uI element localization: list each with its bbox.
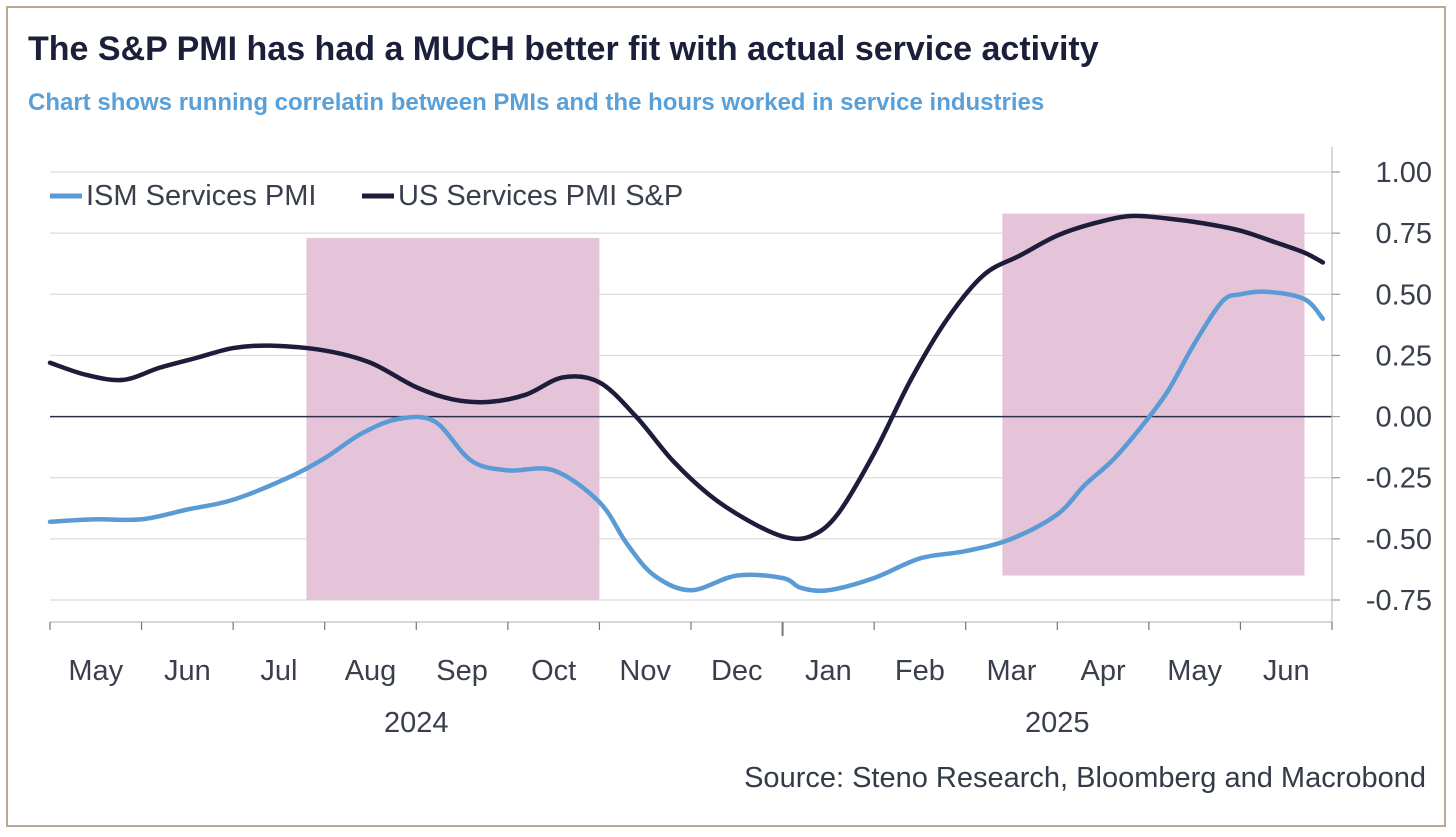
x-tick-label: Mar bbox=[987, 655, 1037, 687]
x-year-label: 2024 bbox=[384, 707, 449, 739]
x-tick-label: Jun bbox=[1263, 655, 1310, 687]
legend-label-sp: US Services PMI S&P bbox=[398, 180, 683, 212]
chart-source: Source: Steno Research, Bloomberg and Ma… bbox=[744, 762, 1426, 794]
x-tick-label: Nov bbox=[619, 655, 671, 687]
x-tick-label: Oct bbox=[531, 655, 576, 687]
shaded-region bbox=[306, 238, 600, 600]
x-tick-label: Aug bbox=[345, 655, 397, 687]
x-tick-label: May bbox=[68, 655, 123, 687]
x-tick-label: Apr bbox=[1081, 655, 1126, 687]
series-ism-services-pmi bbox=[47, 289, 1326, 594]
x-tick-label: Jul bbox=[260, 655, 297, 687]
chart-subtitle: Chart shows running correlatin between P… bbox=[28, 89, 1045, 116]
x-tick-label: Jan bbox=[805, 655, 852, 687]
y-tick-label: 1.00 bbox=[1376, 157, 1432, 189]
chart-title: The S&P PMI has had a MUCH better fit wi… bbox=[28, 30, 1099, 68]
y-tick-label: 0.00 bbox=[1376, 402, 1432, 434]
y-tick-label: 0.75 bbox=[1376, 218, 1432, 250]
x-tick-label: Sep bbox=[436, 655, 488, 687]
x-tick-label: Jun bbox=[164, 655, 211, 687]
y-tick-label: 0.25 bbox=[1376, 340, 1432, 372]
legend-label-ism: ISM Services PMI bbox=[86, 180, 316, 212]
series-us-services-pmi-sp bbox=[47, 213, 1326, 542]
x-tick-label: Feb bbox=[895, 655, 945, 687]
y-tick-label: 0.50 bbox=[1376, 279, 1432, 311]
y-tick-label: -0.25 bbox=[1366, 463, 1432, 495]
x-tick-label: Dec bbox=[711, 655, 763, 687]
x-tick-label: May bbox=[1167, 655, 1222, 687]
y-tick-label: -0.75 bbox=[1366, 585, 1432, 617]
y-tick-label: -0.50 bbox=[1366, 524, 1432, 556]
x-year-label: 2025 bbox=[1025, 707, 1090, 739]
